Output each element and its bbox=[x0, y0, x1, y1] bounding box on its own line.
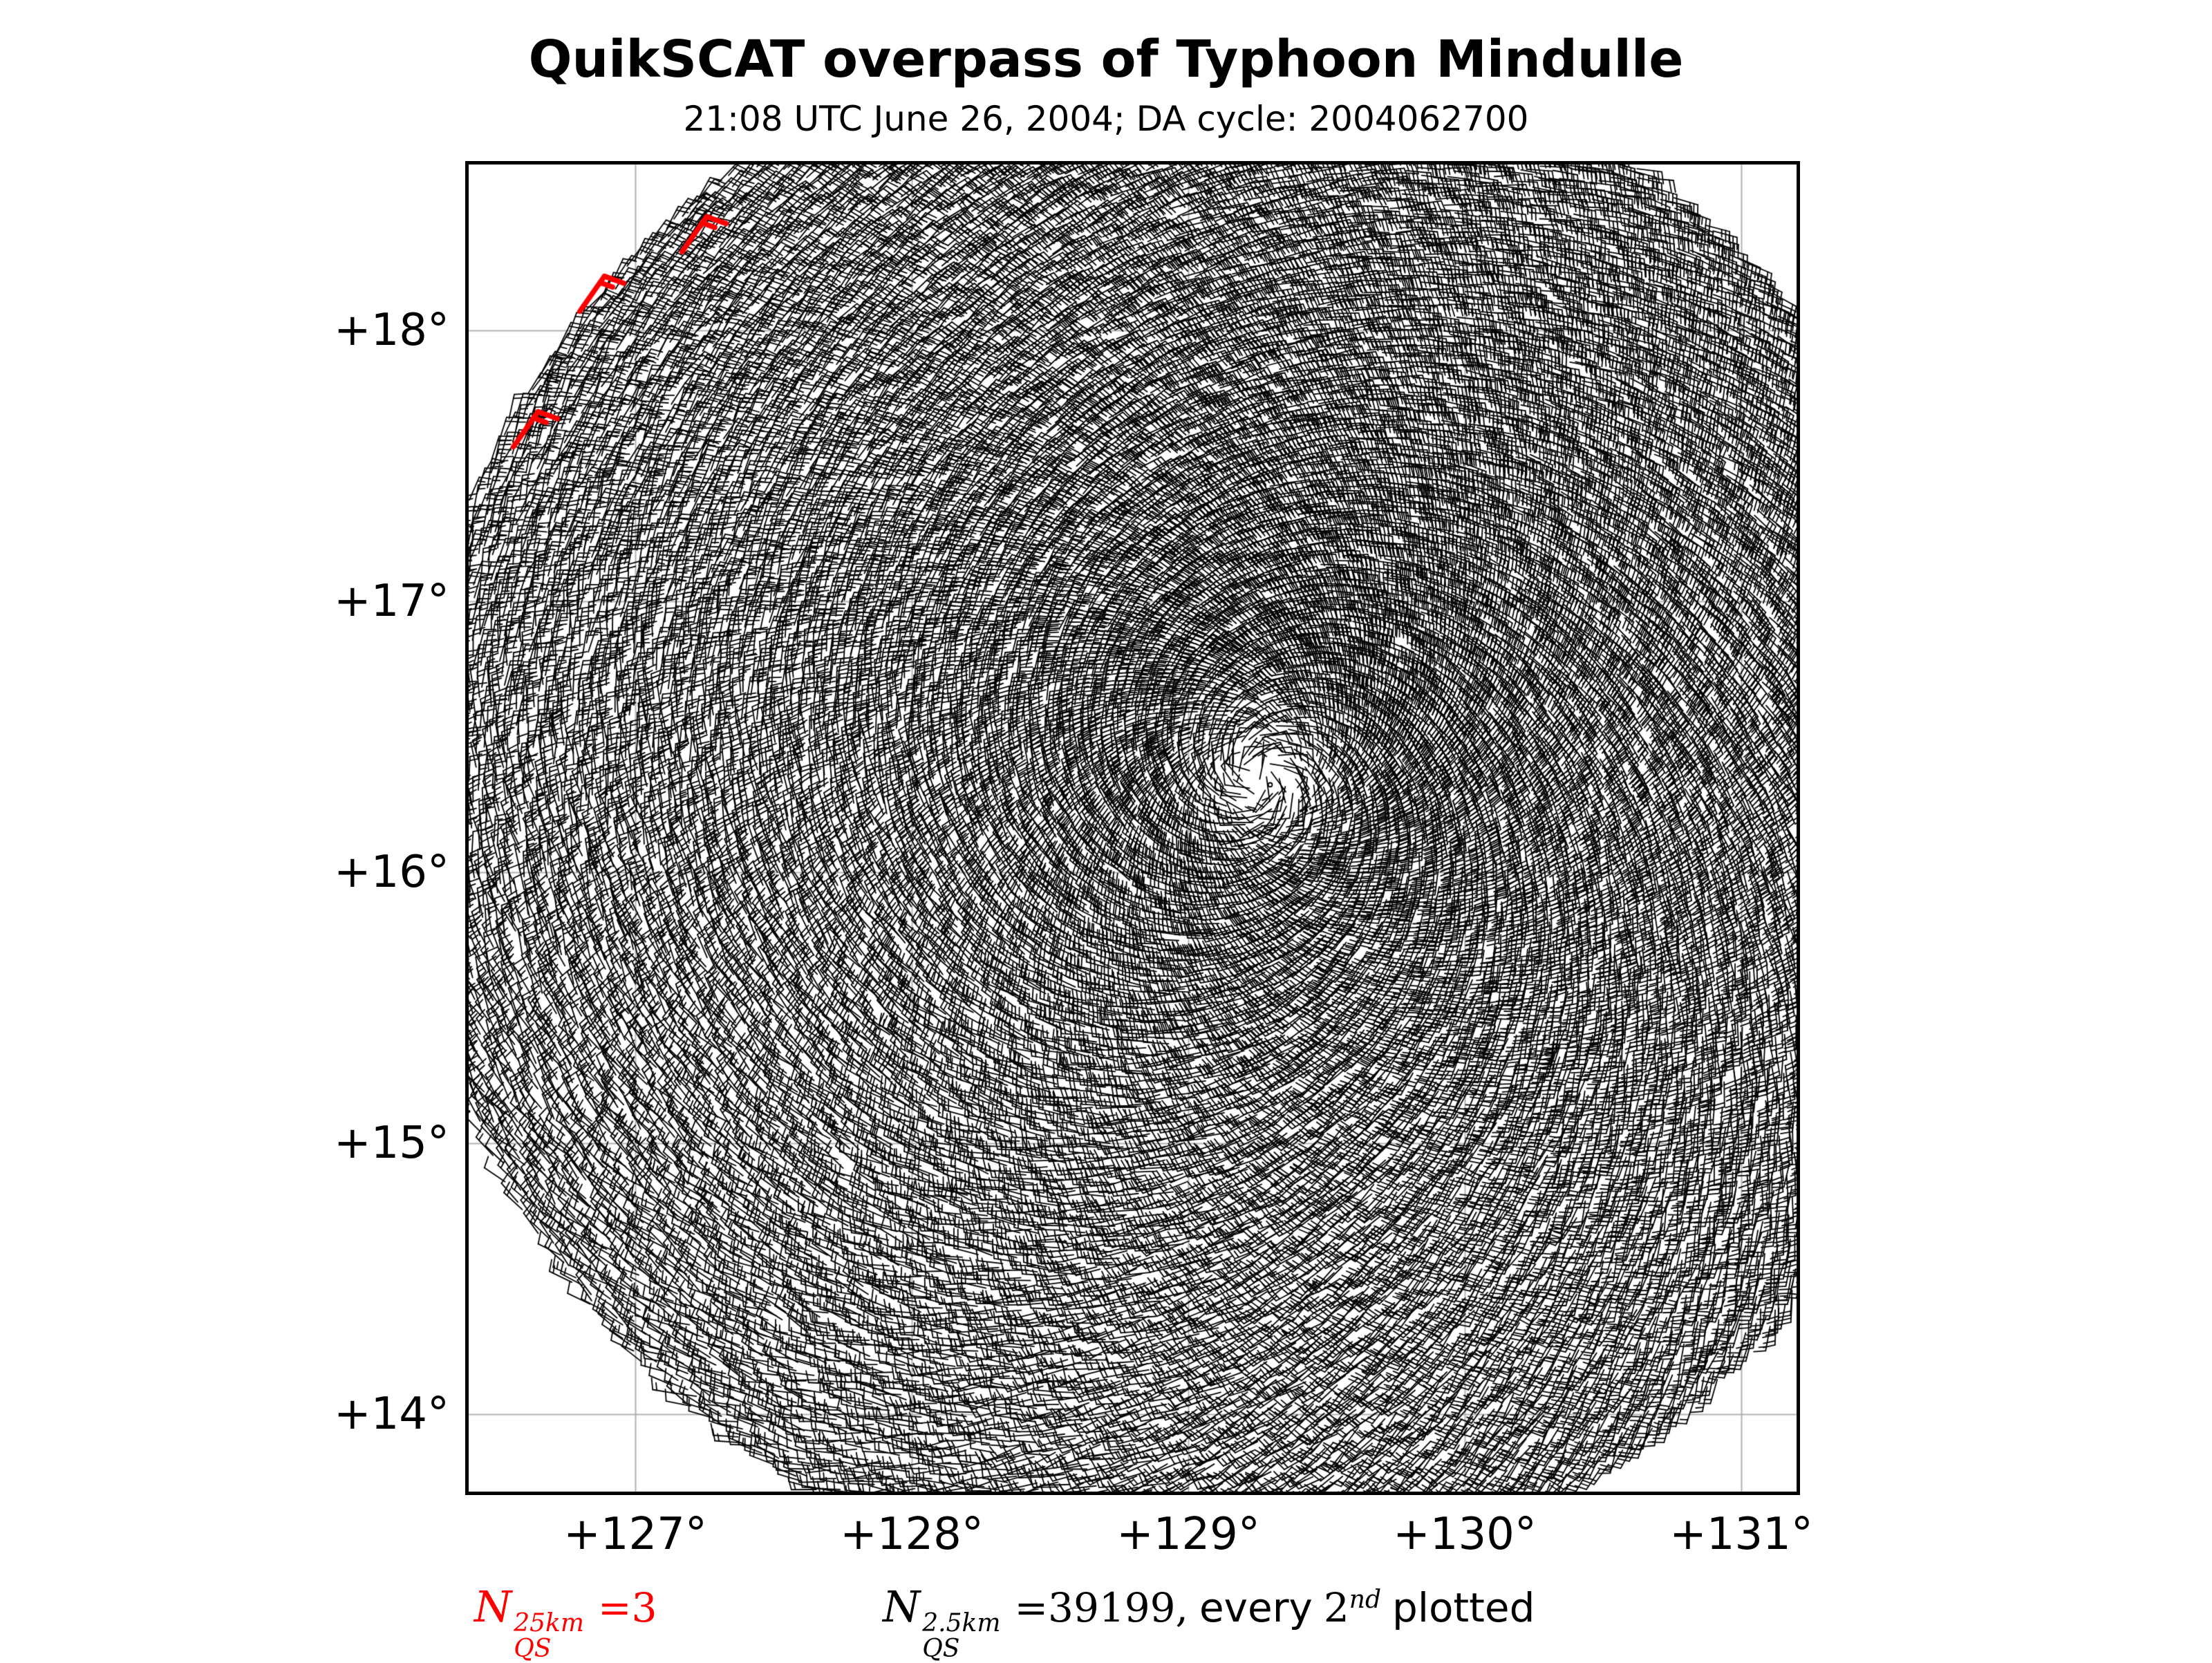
wind-barb-canvas bbox=[469, 165, 1797, 1492]
x-tick-label: +129° bbox=[1116, 1509, 1260, 1560]
y-tick-label: +15° bbox=[333, 1118, 449, 1169]
y-tick-label: +18° bbox=[333, 305, 449, 356]
math-value: =3 bbox=[598, 1584, 657, 1631]
x-tick-label: +128° bbox=[840, 1509, 984, 1560]
x-tick-label: +127° bbox=[563, 1509, 707, 1560]
annotation-word: every bbox=[1199, 1584, 1313, 1631]
y-tick-label: +14° bbox=[333, 1389, 449, 1440]
math-subscript: QS bbox=[514, 1635, 552, 1663]
chart-subtitle: 21:08 UTC June 26, 2004; DA cycle: 20040… bbox=[683, 99, 1529, 139]
math-supsub: 2.5km QS bbox=[922, 1611, 1000, 1662]
y-tick-label: +17° bbox=[333, 576, 449, 627]
annotation-black-barb-count: N 2.5km QS =39199, every 2nd plotted bbox=[883, 1581, 1535, 1662]
math-superscript: 25km bbox=[514, 1609, 585, 1638]
math-superscript: 2.5km bbox=[922, 1609, 1001, 1638]
math-ordinal: nd bbox=[1349, 1586, 1382, 1615]
annotation-word: plotted bbox=[1392, 1584, 1535, 1631]
x-tick-label: +130° bbox=[1393, 1509, 1537, 1560]
x-tick-label: +131° bbox=[1669, 1509, 1813, 1560]
annotation-red-barb-count: N 25km QS =3 bbox=[474, 1581, 657, 1662]
chart-title: QuikSCAT overpass of Typhoon Mindulle bbox=[528, 30, 1684, 89]
math-value: =39199, bbox=[1014, 1584, 1188, 1631]
math-symbol-n: N bbox=[883, 1581, 921, 1632]
math-base: 2 bbox=[1323, 1584, 1349, 1631]
math-supsub: 25km QS bbox=[514, 1611, 584, 1662]
math-symbol-n: N bbox=[474, 1581, 512, 1632]
y-tick-label: +16° bbox=[333, 847, 449, 898]
math-subscript: QS bbox=[922, 1635, 960, 1663]
